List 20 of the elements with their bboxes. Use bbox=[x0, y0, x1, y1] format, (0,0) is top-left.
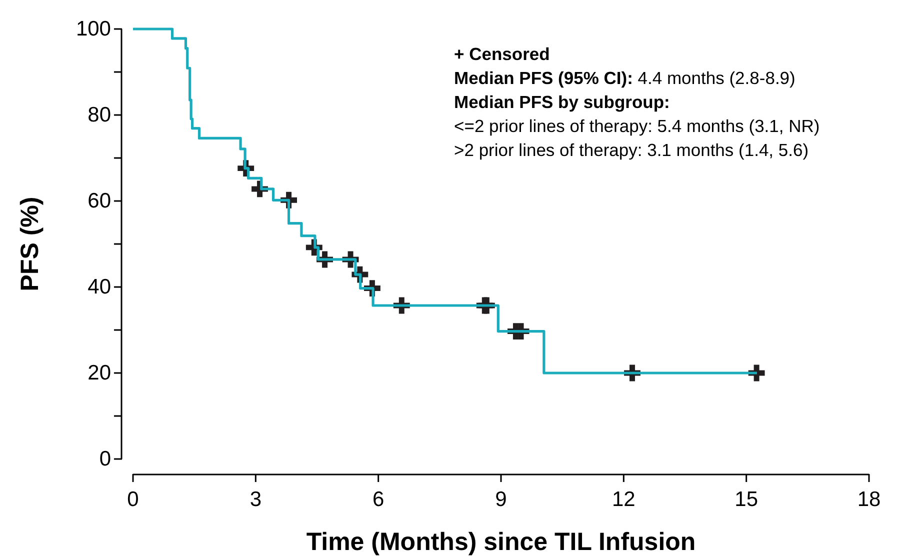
y-tick-label: 80 bbox=[88, 104, 111, 127]
y-tick-label: 20 bbox=[88, 362, 111, 385]
x-tick-label: 6 bbox=[372, 488, 384, 511]
x-tick-label: 15 bbox=[734, 488, 758, 511]
x-tick-label: 0 bbox=[127, 488, 139, 511]
annotation: <=2 prior lines of therapy: 5.4 months (3.1, NR) bbox=[454, 116, 820, 136]
x-tick-label: 9 bbox=[495, 488, 507, 511]
annotation: Median PFS (95% CI): 4.4 months (2.8-8.9) bbox=[454, 68, 796, 88]
x-tick-label: 12 bbox=[612, 488, 636, 511]
y-axis-title: PFS (%) bbox=[16, 196, 44, 292]
annotation: Median PFS by subgroup: bbox=[454, 92, 670, 112]
x-axis-title: Time (Months) since TIL Infusion bbox=[306, 528, 696, 556]
y-tick-label: 40 bbox=[88, 276, 111, 299]
y-tick-label: 100 bbox=[76, 18, 111, 41]
annotation: >2 prior lines of therapy: 3.1 months (1.4, 5.6) bbox=[454, 140, 809, 160]
annotation: + Censored bbox=[454, 44, 550, 64]
y-tick-label: 60 bbox=[88, 190, 111, 213]
y-tick-label: 0 bbox=[99, 448, 111, 471]
x-tick-label: 3 bbox=[250, 488, 262, 511]
x-tick-label: 18 bbox=[857, 488, 881, 511]
